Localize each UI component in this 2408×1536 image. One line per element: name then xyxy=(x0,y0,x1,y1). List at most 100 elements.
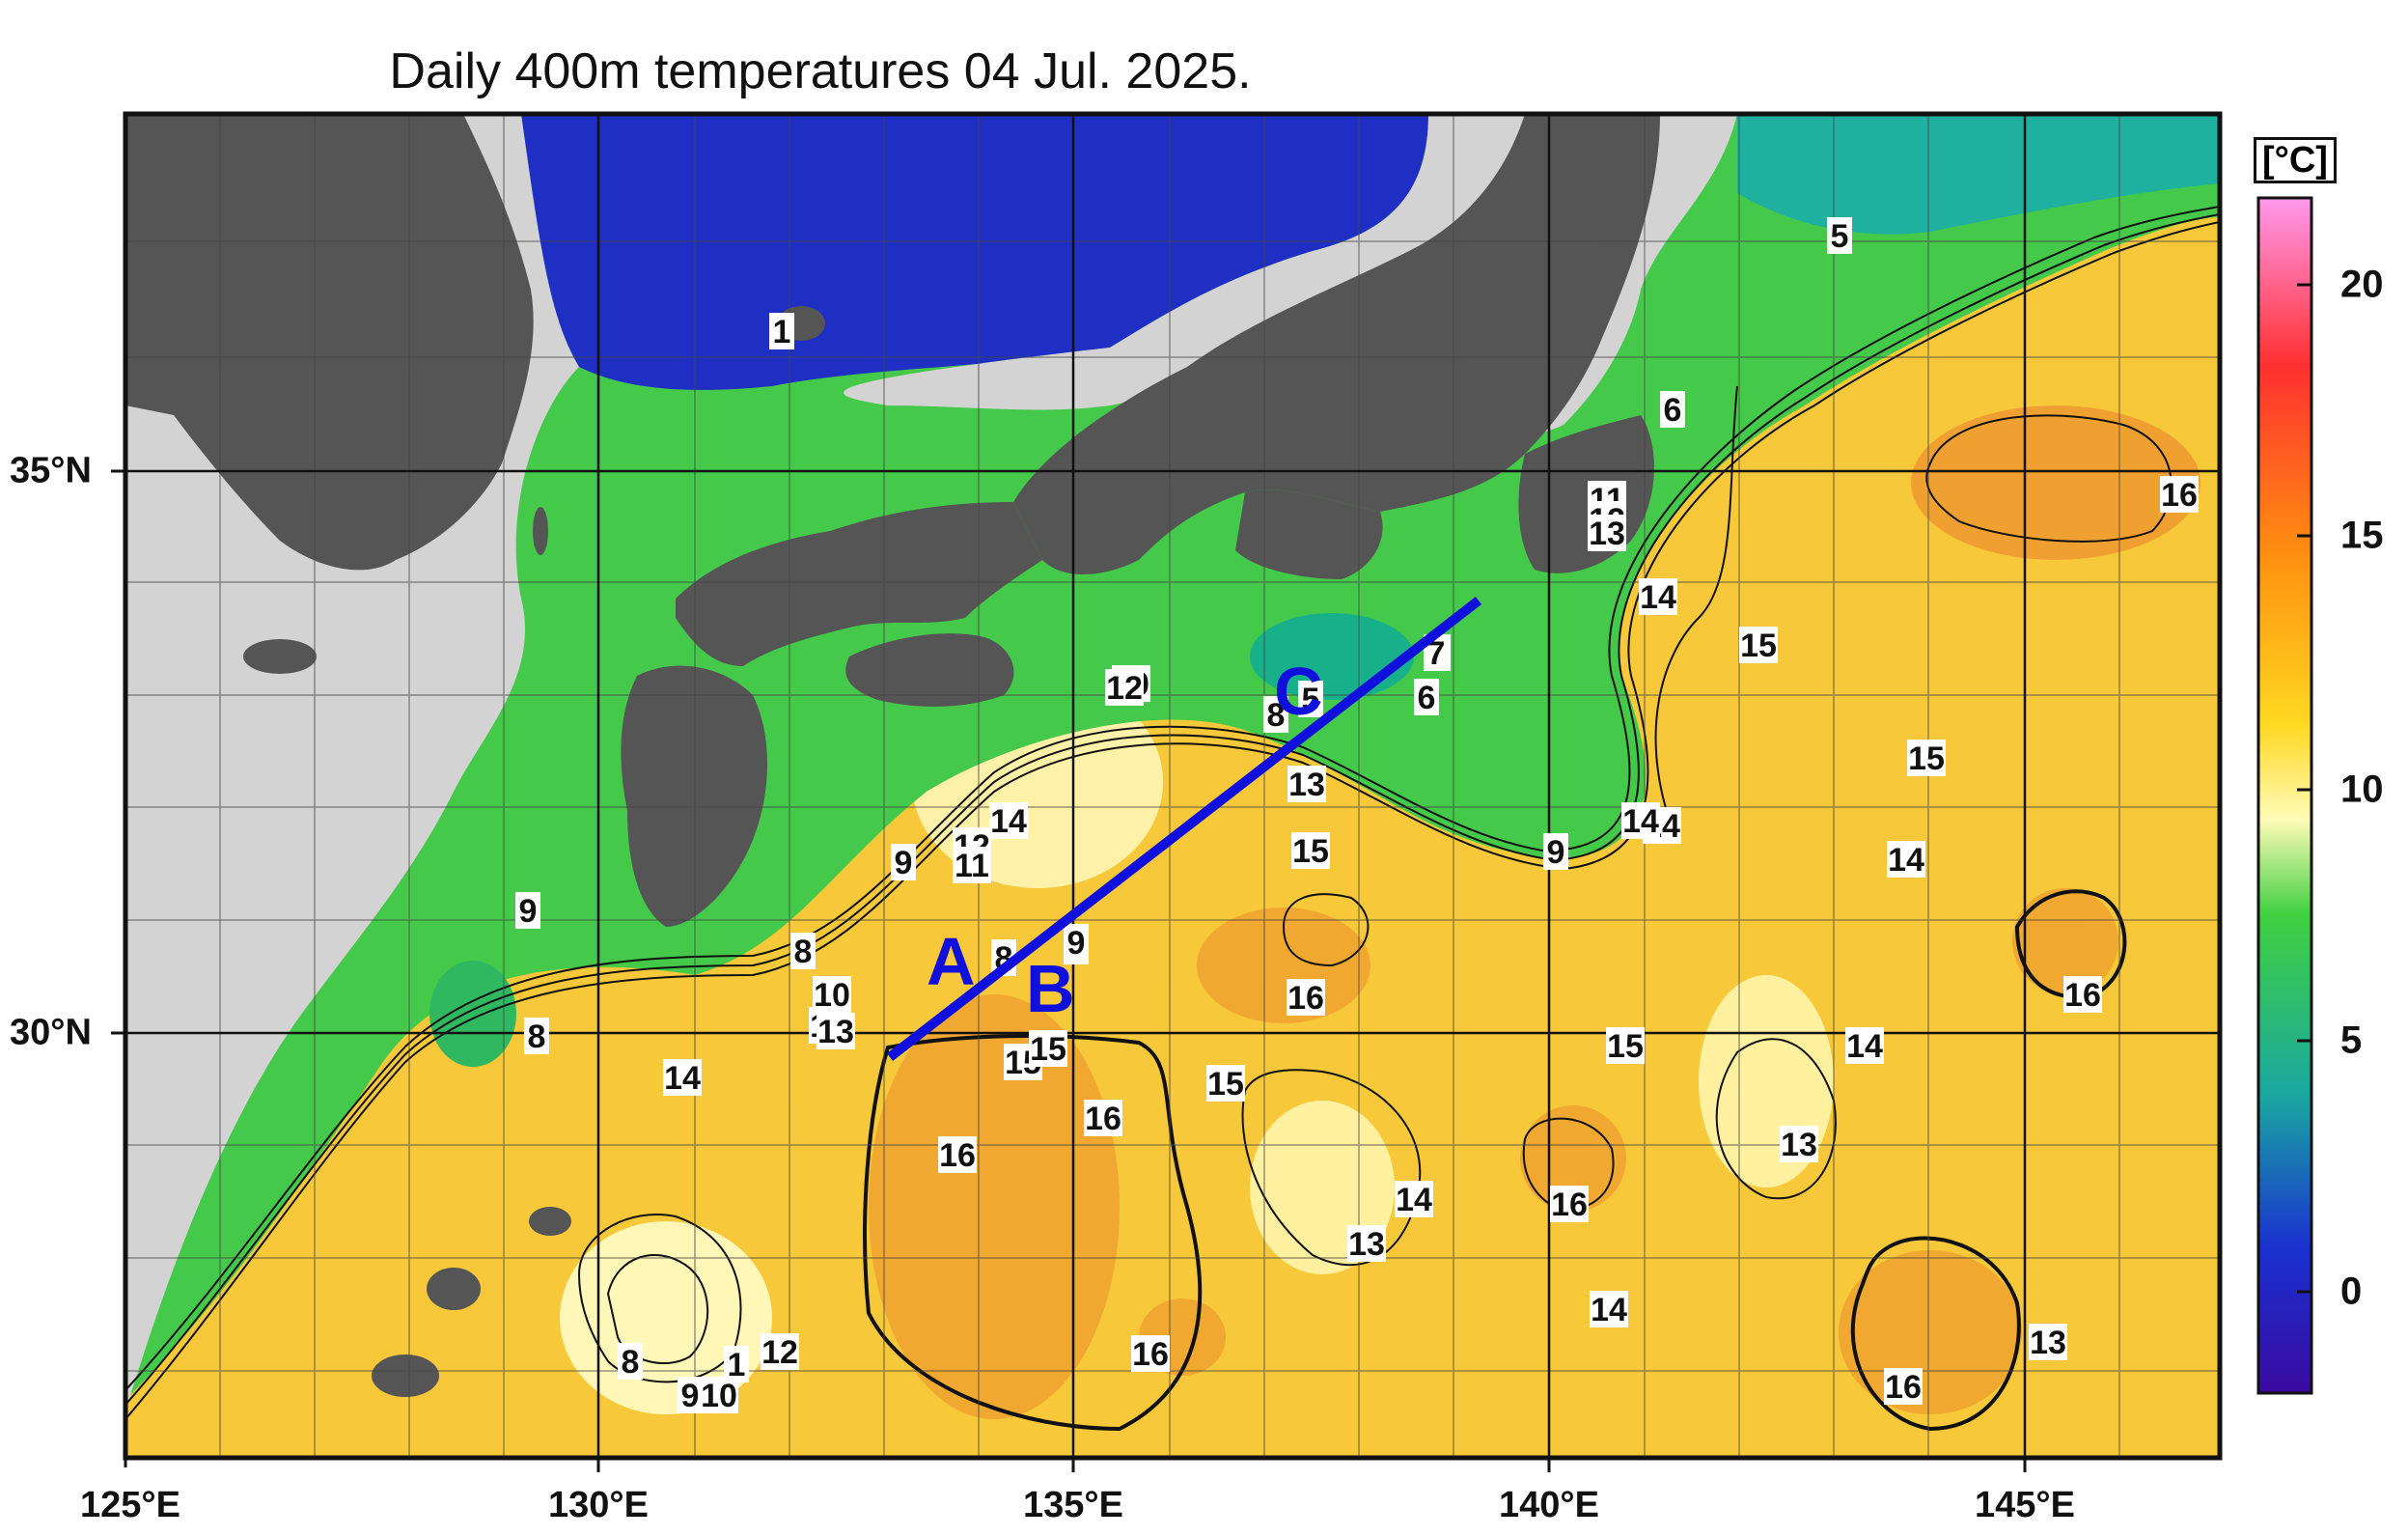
contour-label: 9 xyxy=(1547,834,1565,871)
section-label-c: C xyxy=(1274,654,1323,729)
contour-label: 14 xyxy=(664,1060,701,1097)
colorbar-label-15: 15 xyxy=(2340,514,2384,557)
contour-label-bg xyxy=(724,1346,749,1382)
contour-label-bg xyxy=(2160,476,2199,513)
contour-label: 8 xyxy=(528,1019,546,1055)
contour-label-bg xyxy=(663,1059,702,1096)
contour-label-bg xyxy=(1263,696,1288,733)
lon-label-145e: 145°E xyxy=(1975,1485,2075,1525)
contour-label-bg xyxy=(1105,669,1144,706)
contour-label-bg xyxy=(761,1333,799,1370)
contour-label: 16 xyxy=(1551,1187,1588,1223)
contour-label: 16 xyxy=(2064,977,2101,1014)
contour-label: 14 xyxy=(1396,1182,1432,1218)
contour-label: 9 xyxy=(895,845,913,881)
warm-eddy xyxy=(1911,405,2200,560)
japan-sea-cold xyxy=(521,114,1428,390)
contour-label-bg xyxy=(938,1136,977,1173)
contour-label-bg xyxy=(1029,1030,1067,1067)
land-honshu-west xyxy=(676,502,1042,666)
land-island xyxy=(372,1354,439,1397)
warm-eddy xyxy=(1197,908,1370,1023)
lon-label-140e: 140°E xyxy=(1499,1485,1599,1525)
contour-label: 1 xyxy=(728,1347,746,1383)
contour-label: 16 xyxy=(1132,1336,1169,1373)
contour-label: 16 xyxy=(1287,980,1324,1017)
contour-label-bg xyxy=(1739,627,1778,663)
contour-label: 14 xyxy=(990,803,1027,840)
contour-label-bg xyxy=(1845,1027,1884,1064)
contour-label-bg xyxy=(1084,1100,1122,1136)
contour-label-bg xyxy=(1907,740,1946,776)
contour-label-bg xyxy=(2029,1324,2067,1360)
contour-label: 13 xyxy=(817,1014,854,1050)
contour-label: 8 xyxy=(1267,697,1286,734)
land-jeju xyxy=(243,639,317,674)
contour-label: 14 xyxy=(1622,803,1659,840)
contour-label: 7 xyxy=(1427,635,1446,672)
contour-label-bg xyxy=(817,1013,855,1049)
graticule xyxy=(125,114,2220,1458)
land-korea xyxy=(125,114,534,571)
lat-label-30n: 30°N xyxy=(10,1012,92,1053)
contour-label-bg xyxy=(769,313,794,349)
contour-label-bg xyxy=(813,976,851,1013)
contour-label-bg xyxy=(1206,1065,1245,1102)
contour-label: 8 xyxy=(622,1344,640,1381)
contour-label: 6 xyxy=(1418,680,1436,716)
contour-label-bg xyxy=(1550,1186,1589,1222)
lon-label-125e: 125°E xyxy=(80,1485,180,1525)
contour-label-bg xyxy=(524,1018,549,1054)
contour-label: 16 xyxy=(939,1137,976,1174)
contour-label-bg xyxy=(1884,1368,1923,1405)
colorbar-label-0: 0 xyxy=(2340,1270,2363,1313)
contour-label: 9 xyxy=(519,893,538,930)
contour-label: 15 xyxy=(1292,833,1329,870)
contour-label-bg xyxy=(1588,515,1626,551)
contour-label: 14 xyxy=(1888,842,1924,879)
warm-eddy xyxy=(869,994,1120,1419)
contour-labels: 1561671112131415151414101278561314914121… xyxy=(515,217,2199,1414)
contour-label: 15 xyxy=(1030,1031,1066,1068)
contour-label-bg xyxy=(1590,1291,1628,1327)
contour-label-bg xyxy=(1827,217,1852,254)
contour-label-bg xyxy=(1064,924,1089,961)
colorbar xyxy=(2256,196,2313,1395)
land-tsushima xyxy=(533,507,548,555)
contour-label: 13 xyxy=(1348,1226,1385,1263)
section-line xyxy=(886,597,1482,1061)
section-label-a: A xyxy=(927,924,976,999)
land-shikoku xyxy=(845,633,1014,707)
contour-label-bg xyxy=(515,892,540,929)
cold-core xyxy=(1737,114,2220,235)
contour-label-bg xyxy=(1660,391,1685,428)
contour-label-bg xyxy=(1639,578,1677,615)
colorbar-label-20: 20 xyxy=(2340,263,2384,306)
contour-label: 6 xyxy=(1664,392,1682,429)
contour-label: 5 xyxy=(1302,682,1320,718)
land-island xyxy=(427,1268,481,1310)
contour-label-bg xyxy=(1298,681,1323,717)
section-label-b: B xyxy=(1026,951,1075,1026)
colorbar-label-10: 10 xyxy=(2340,768,2384,811)
contour-label-bg xyxy=(678,1377,703,1413)
contour-label-bg xyxy=(1780,1126,1818,1162)
contour-label: 14 xyxy=(1846,1028,1883,1065)
contour-label-bg xyxy=(1291,832,1330,869)
contour-label: 13 xyxy=(2030,1325,2066,1361)
contour-label: 15 xyxy=(1740,628,1777,664)
contour-label: 1 xyxy=(773,314,791,350)
contour-label-bg xyxy=(1287,979,1325,1016)
contour-label: 15 xyxy=(1607,1028,1644,1065)
colorbar-label-5: 5 xyxy=(2340,1019,2363,1062)
lat-label-35n: 35°N xyxy=(10,450,92,491)
contour-label-bg xyxy=(1131,1335,1170,1372)
contour-label: 9 xyxy=(1067,925,1086,962)
contour-label-bg xyxy=(618,1343,643,1380)
contour-label-bg xyxy=(1887,841,1925,878)
contour-label: 13 xyxy=(1589,516,1625,552)
contour-label: 16 xyxy=(1085,1101,1121,1137)
contour-label: 16 xyxy=(1885,1369,1922,1406)
colorbar-unit: [°C] xyxy=(2254,137,2337,183)
